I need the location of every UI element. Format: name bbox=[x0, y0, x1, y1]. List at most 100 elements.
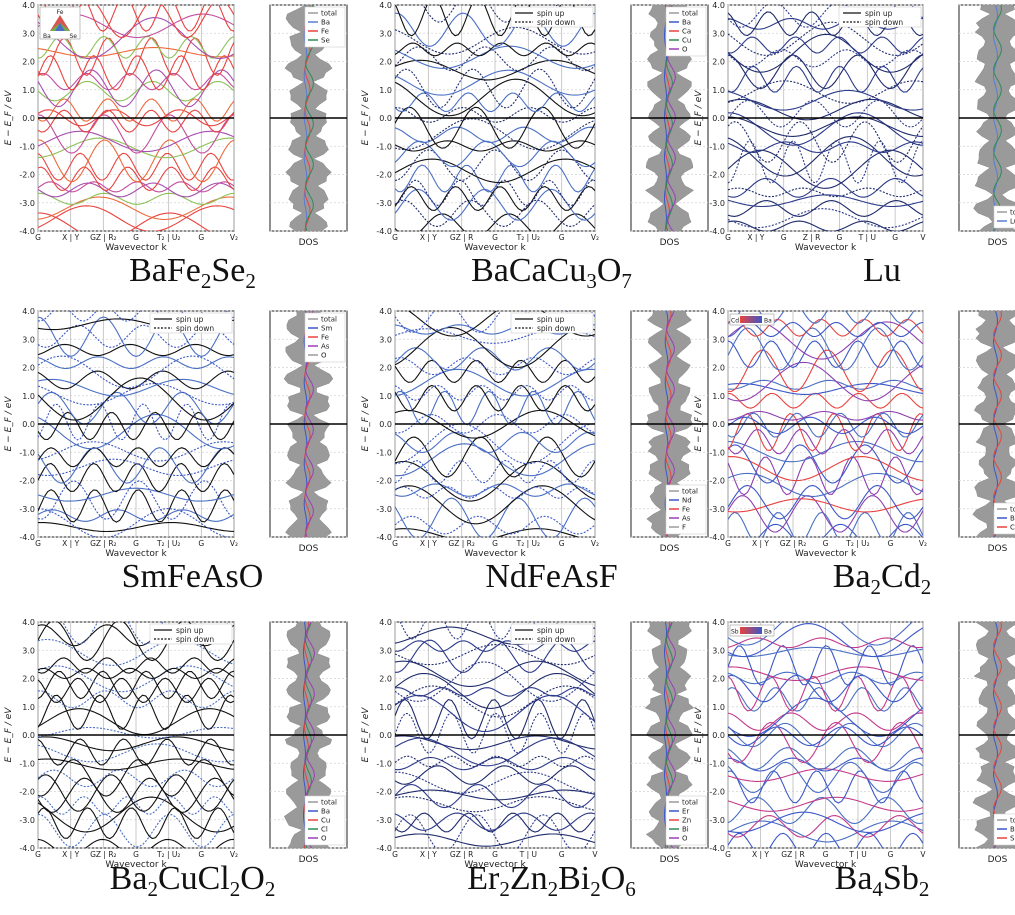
formula-text: NdFeAsF bbox=[485, 558, 618, 595]
band-line bbox=[38, 114, 234, 154]
k-tick-label: G bbox=[559, 850, 565, 859]
y-tick-label: 3.0 bbox=[379, 335, 392, 344]
formula-subscript: 2 bbox=[147, 877, 158, 901]
y-tick-label: 1.0 bbox=[379, 703, 392, 712]
k-tick-label: G bbox=[888, 850, 894, 859]
y-tick-label: -2.0 bbox=[19, 171, 35, 180]
y-tick-label: 4.0 bbox=[712, 618, 725, 627]
band-line bbox=[395, 384, 595, 412]
band-line bbox=[395, 59, 595, 81]
y-tick-label: -2.0 bbox=[19, 788, 35, 797]
formula-text: O bbox=[596, 252, 622, 289]
x-axis-label: Wavevector k bbox=[795, 243, 857, 253]
y-tick-label: 0.0 bbox=[712, 420, 725, 429]
y-tick-label: -1.0 bbox=[709, 759, 725, 768]
band-line bbox=[728, 747, 923, 770]
k-tick-label: G bbox=[35, 850, 41, 859]
k-tick-label: V bbox=[920, 850, 926, 859]
y-tick-label: -3.0 bbox=[709, 505, 725, 514]
band-line bbox=[728, 177, 923, 198]
band-line bbox=[728, 686, 923, 712]
band-line bbox=[38, 677, 234, 704]
y-tick-label: -2.0 bbox=[376, 477, 392, 486]
band-line bbox=[728, 472, 923, 497]
k-tick-label: G bbox=[133, 539, 139, 548]
band-line bbox=[395, 45, 595, 69]
x-axis-label: Wavevector k bbox=[795, 860, 857, 870]
band-line bbox=[728, 796, 923, 812]
band-line bbox=[728, 484, 923, 520]
dos-legend-label: Fe bbox=[682, 506, 690, 514]
formula-text: Er bbox=[467, 860, 500, 897]
dos-legend-label: Ba bbox=[1010, 515, 1015, 523]
band-lines bbox=[395, 311, 595, 537]
y-tick-label: 4.0 bbox=[712, 1, 725, 10]
band-line bbox=[395, 796, 595, 813]
y-axis-label: E − E_F / eV bbox=[694, 707, 704, 763]
panel-caption: SmFeAsO bbox=[122, 558, 264, 596]
band-line bbox=[728, 361, 923, 402]
k-tick-label: G bbox=[392, 233, 398, 242]
panel-1: -4.0 -3.0 -2.0 -1.0 0.0 1.0 2.0 3.0 4.0 E − E_F /… bbox=[4, 1, 348, 253]
dos-legend-label: Zn bbox=[682, 817, 691, 825]
y-tick-label: -4.0 bbox=[709, 227, 725, 236]
dos-legend-label: total bbox=[1010, 817, 1015, 825]
band-lines bbox=[728, 5, 923, 231]
band-line bbox=[38, 391, 234, 425]
color-bar-label: Ba bbox=[764, 629, 772, 636]
band-line bbox=[38, 480, 234, 520]
band-line bbox=[395, 126, 595, 143]
band-lines bbox=[38, 5, 234, 231]
band-line bbox=[395, 436, 595, 478]
y-tick-label: 4.0 bbox=[379, 1, 392, 10]
y-tick-label: 4.0 bbox=[22, 1, 35, 10]
panel-caption: NdFeAsF bbox=[485, 558, 617, 596]
band-line bbox=[728, 721, 923, 764]
y-tick-label: -2.0 bbox=[709, 171, 725, 180]
band-line bbox=[38, 311, 228, 322]
k-tick-label: G bbox=[781, 233, 787, 242]
band-line bbox=[395, 497, 595, 537]
band-legend-label: spin down bbox=[537, 635, 575, 644]
y-axis-label: E − E_F / eV bbox=[694, 396, 704, 452]
band-legend bbox=[510, 312, 594, 334]
triangle-label: Se bbox=[70, 33, 78, 40]
band-line bbox=[728, 49, 923, 68]
band-line bbox=[395, 368, 595, 397]
band-legend-label: spin up bbox=[537, 315, 565, 324]
band-line bbox=[395, 384, 595, 401]
band-legend-label: spin down bbox=[176, 635, 214, 644]
y-tick-label: -3.0 bbox=[709, 816, 725, 825]
k-tick-label: G bbox=[198, 539, 204, 548]
band-line bbox=[38, 774, 234, 812]
band-line bbox=[395, 69, 595, 96]
k-tick-label: G bbox=[837, 233, 843, 242]
y-axis-label: E − E_F / eV bbox=[4, 90, 14, 146]
band-line bbox=[38, 166, 234, 192]
band-line bbox=[728, 623, 923, 658]
y-tick-label: 2.0 bbox=[712, 364, 725, 373]
y-tick-label: 2.0 bbox=[712, 58, 725, 67]
band-line bbox=[728, 136, 923, 177]
band-line bbox=[728, 379, 923, 390]
band-line bbox=[395, 789, 595, 801]
band-line bbox=[728, 412, 923, 452]
y-tick-label: 4.0 bbox=[22, 618, 35, 627]
y-tick-label: 4.0 bbox=[22, 307, 35, 316]
k-tick-label: T₂ | U₂ bbox=[156, 539, 180, 548]
band-line bbox=[728, 712, 923, 731]
formula-subscript: 2 bbox=[245, 269, 256, 293]
formula-text: O bbox=[240, 860, 265, 897]
band-line bbox=[395, 483, 595, 497]
band-legend-label: spin down bbox=[537, 18, 575, 27]
panel-caption: BaFe2Se2 bbox=[129, 252, 256, 293]
band-line bbox=[728, 54, 923, 90]
band-line bbox=[395, 431, 595, 454]
band-line bbox=[728, 98, 923, 121]
band-line bbox=[38, 139, 234, 183]
band-legend-label: spin up bbox=[176, 315, 204, 324]
band-line bbox=[728, 770, 923, 804]
panel-caption: Ba2Cd2 bbox=[833, 558, 931, 598]
band-line bbox=[38, 489, 234, 523]
band-line bbox=[728, 495, 923, 533]
